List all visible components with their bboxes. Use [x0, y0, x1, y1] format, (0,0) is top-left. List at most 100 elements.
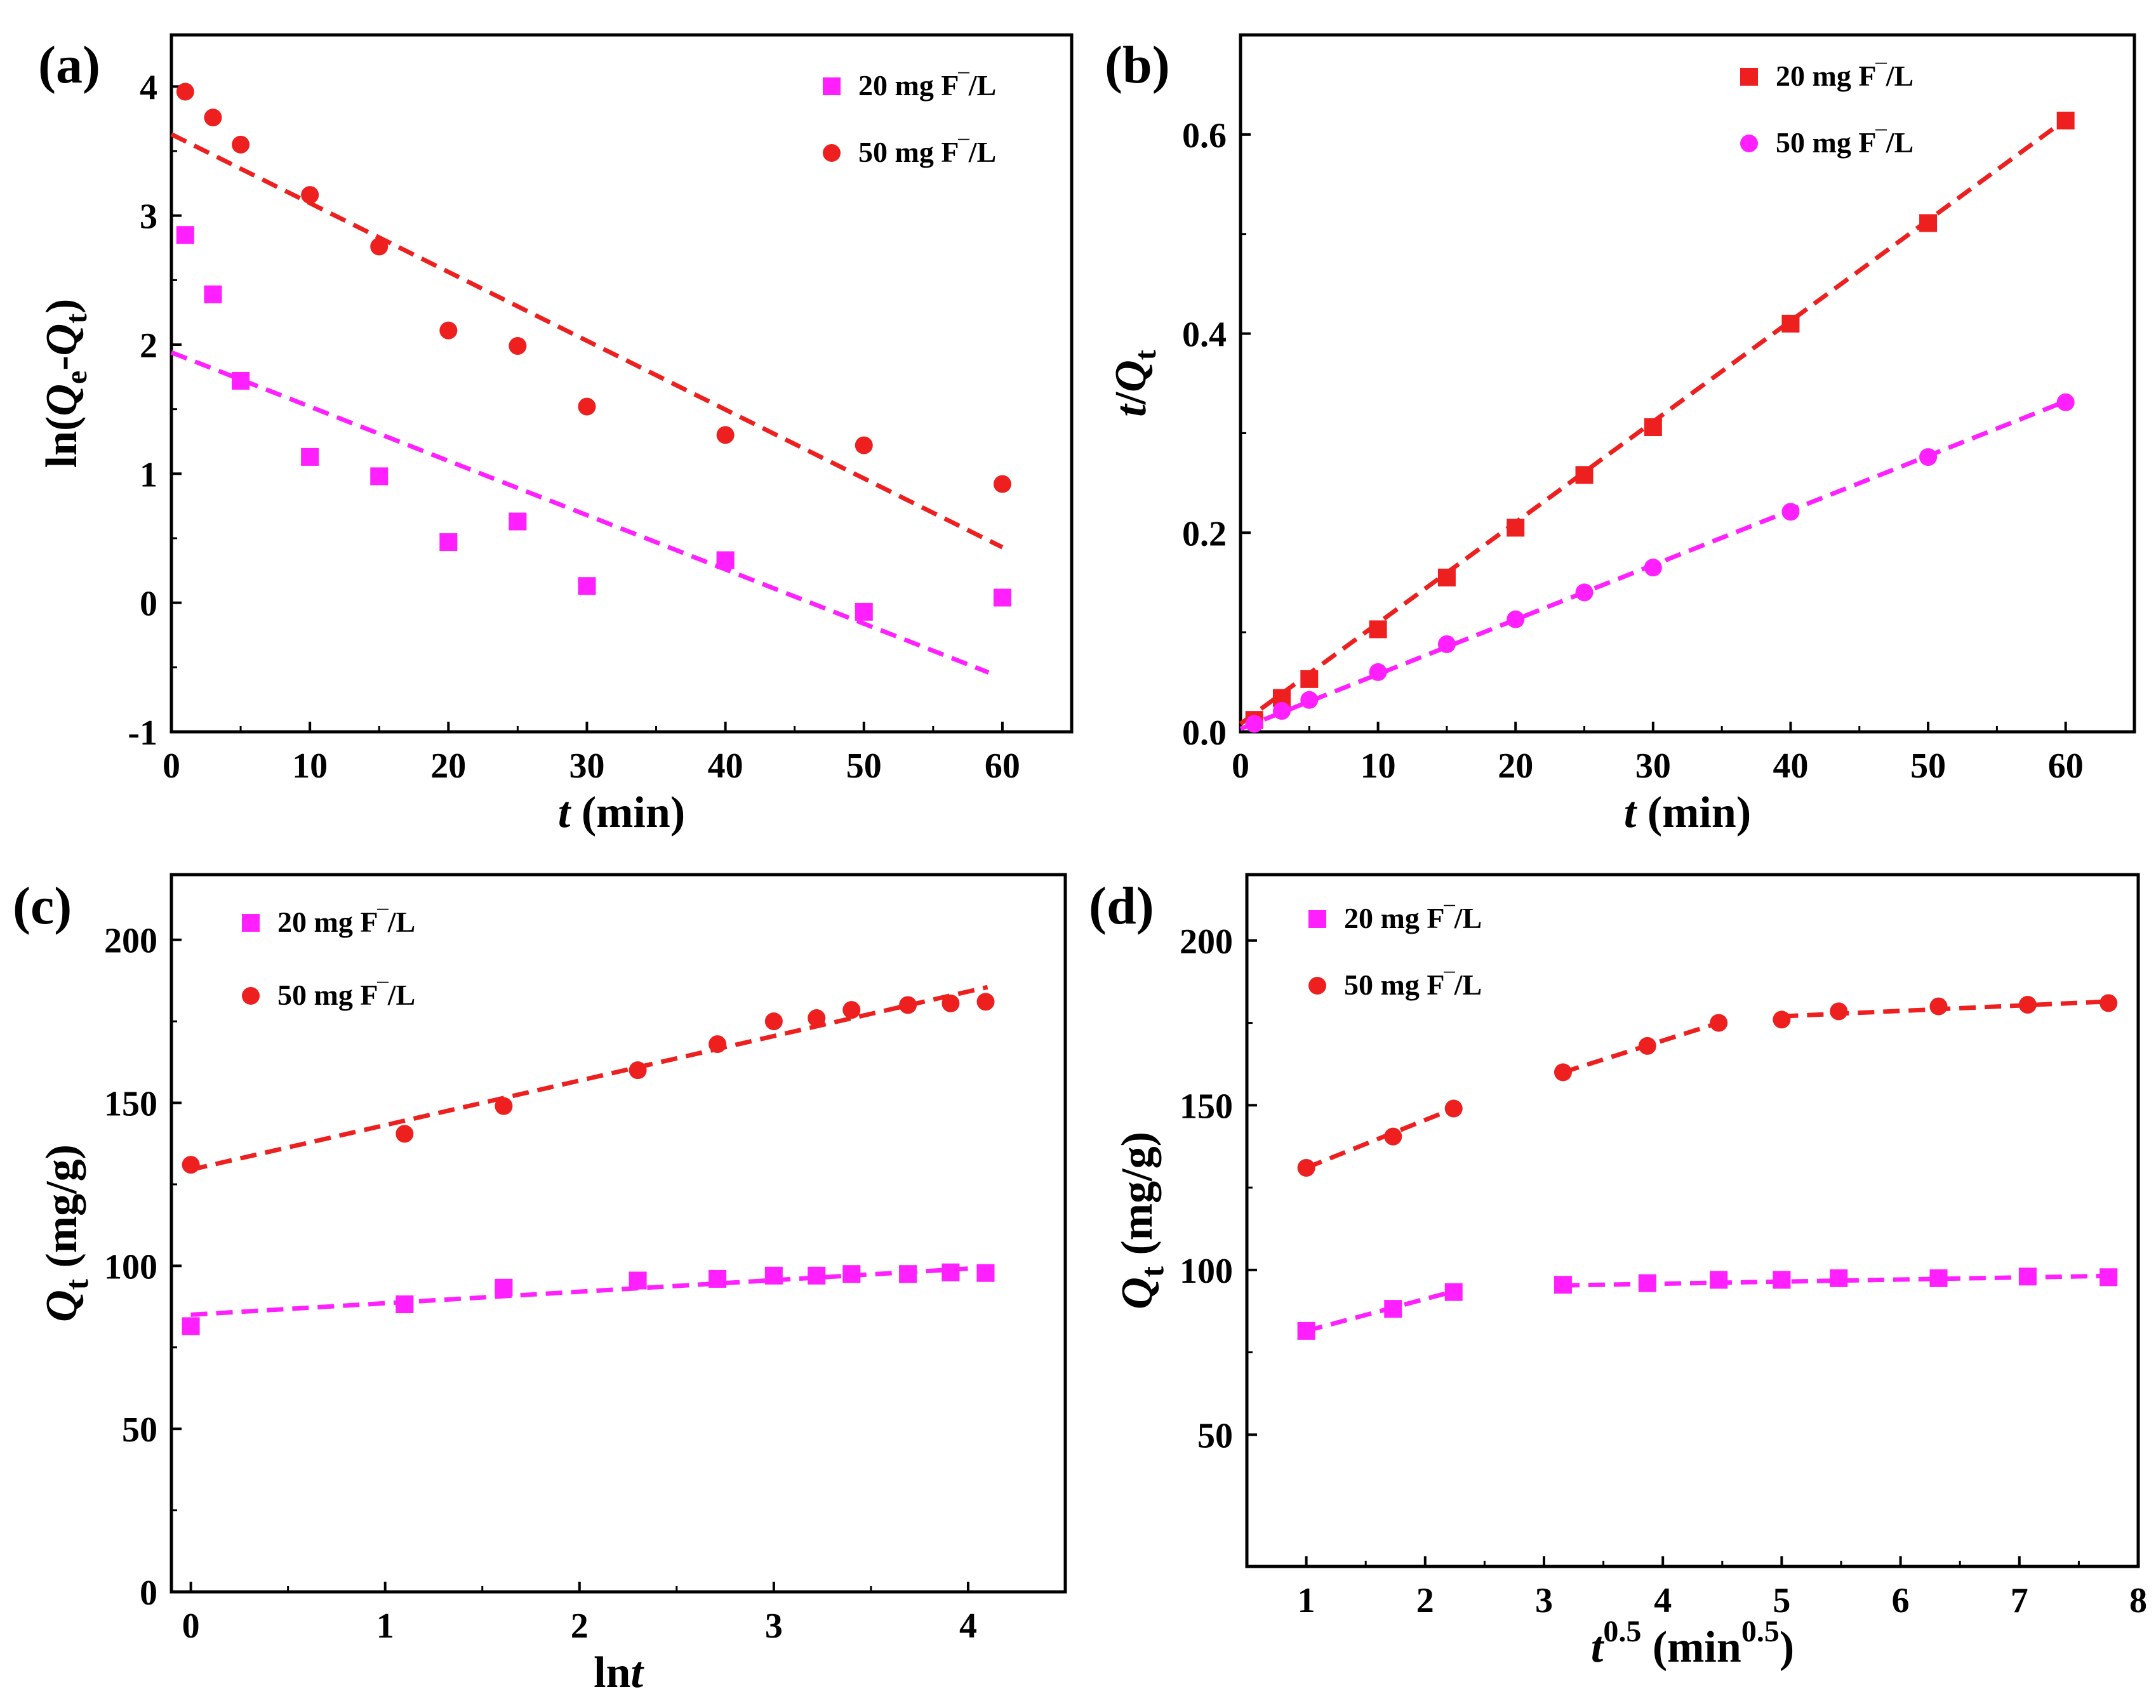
data-point-circle [495, 1097, 513, 1115]
label-part: t [60, 314, 93, 324]
data-point-circle [2099, 994, 2118, 1012]
plot-frame [170, 873, 1067, 1594]
y-tick-label: 100 [1180, 1252, 1233, 1291]
data-point-square [1781, 314, 1800, 333]
y-tick-label: 0.2 [1182, 514, 1227, 553]
label-part: Q [37, 324, 86, 356]
series-50mg [182, 984, 995, 1174]
legend-label: 20 mg F‾/L [1776, 60, 1913, 92]
data-point-square [495, 1278, 513, 1297]
x-tick-label: 60 [2048, 746, 2084, 786]
x-tick-label: 1 [376, 1606, 394, 1646]
data-point-square [1554, 1276, 1572, 1294]
data-point-circle [993, 475, 1011, 493]
fit-line [170, 132, 1004, 550]
fit-line [1305, 1106, 1455, 1170]
label-part: Q [1107, 360, 1155, 392]
x-tick-label: 60 [985, 746, 1020, 786]
series-20mg [182, 1263, 995, 1335]
y-tick-label: 150 [1180, 1087, 1233, 1126]
data-point-circle [1444, 1099, 1463, 1118]
data-point-circle [764, 1012, 783, 1031]
label-part: (mg/g) [1113, 1132, 1162, 1266]
fit-line [1305, 1289, 1454, 1334]
data-point-square [1444, 1283, 1463, 1301]
x-tick-label: 0 [163, 746, 180, 786]
legend-marker [242, 914, 260, 932]
label-part: t [1591, 1623, 1605, 1672]
y-tick-label: 1 [140, 455, 157, 494]
label-part: (mg/g) [37, 1144, 86, 1279]
legend-marker [1308, 910, 1326, 928]
data-point-circle [509, 337, 527, 355]
x-tick-label: 0 [1232, 746, 1249, 786]
data-point-square [899, 1265, 917, 1283]
x-axis-title: t (min) [558, 788, 685, 837]
data-point-circle [1384, 1127, 1402, 1146]
y-tick-label: 50 [1197, 1416, 1233, 1455]
data-point-square [509, 512, 527, 531]
data-point-circle [1369, 663, 1387, 681]
data-point-square [1369, 620, 1387, 639]
x-tick-label: 0 [182, 1606, 200, 1646]
x-tick-label: 40 [1773, 746, 1808, 786]
data-point-square [176, 226, 194, 244]
y-axis-title: Qt (mg/g) [1113, 1132, 1171, 1309]
y-tick-label: 150 [104, 1085, 157, 1124]
data-point-square [1297, 1321, 1315, 1340]
label-part: Q [1113, 1277, 1162, 1309]
y-tick-label: 3 [140, 197, 157, 237]
data-point-circle [899, 996, 917, 1014]
label-part: (min) [570, 788, 685, 837]
label-part: (min [1641, 1623, 1741, 1672]
y-tick-label: 2 [140, 326, 157, 366]
label-part: (min) [1636, 788, 1751, 837]
x-tick-label: 40 [708, 746, 743, 786]
x-tick-label: 50 [846, 746, 882, 786]
data-point-circle [182, 1156, 200, 1174]
data-point-circle [808, 1009, 826, 1027]
legend-label: 50 mg F‾/L [277, 979, 415, 1011]
data-point-circle [976, 993, 995, 1011]
panel-label: (b) [1105, 36, 1170, 95]
label-part: t [1129, 350, 1162, 360]
fit-line [190, 1265, 988, 1317]
data-point-square [396, 1295, 414, 1313]
data-point-square [2099, 1268, 2118, 1287]
data-point-square [301, 447, 319, 466]
data-point-square [1384, 1300, 1402, 1318]
data-point-circle [439, 321, 458, 340]
data-point-circle [709, 1035, 727, 1054]
y-axis-title: Qt (mg/g) [37, 1144, 95, 1322]
legend-label: 20 mg F‾/L [277, 906, 415, 938]
data-point-square [1575, 466, 1594, 484]
data-point-circle [1919, 448, 1938, 467]
data-point-square [182, 1317, 200, 1335]
x-tick-label: 4 [1654, 1581, 1672, 1620]
label-part: t [630, 1648, 644, 1697]
data-point-circle [1830, 1002, 1848, 1021]
legend-label: 50 mg F‾/L [858, 136, 996, 168]
legend-marker [1740, 68, 1758, 86]
chart-panel-b: 0 10 20 30 40 50 600.00.20.40.6(b)t (min)t/Qt2… [1105, 33, 2136, 837]
data-point-square [709, 1269, 727, 1288]
label-part: t [1135, 1266, 1171, 1277]
x-tick-label: 10 [1361, 746, 1396, 786]
plot-frame [1239, 33, 2136, 734]
x-tick-label: 5 [1773, 1581, 1790, 1620]
label-part: ln( [37, 416, 86, 468]
data-point-circle [855, 436, 873, 454]
data-point-circle [1781, 503, 1800, 521]
data-point-square [764, 1266, 783, 1285]
y-tick-label: 4 [140, 68, 157, 107]
legend-label: 20 mg F‾/L [858, 69, 996, 102]
data-point-square [204, 285, 222, 303]
data-point-square [1437, 568, 1456, 586]
data-point-square [2018, 1268, 2037, 1286]
x-tick-label: 50 [1910, 746, 1946, 786]
panel-label: (c) [13, 877, 72, 936]
legend-marker [823, 77, 841, 95]
data-point-circle [396, 1125, 414, 1143]
data-point-square [976, 1264, 995, 1282]
